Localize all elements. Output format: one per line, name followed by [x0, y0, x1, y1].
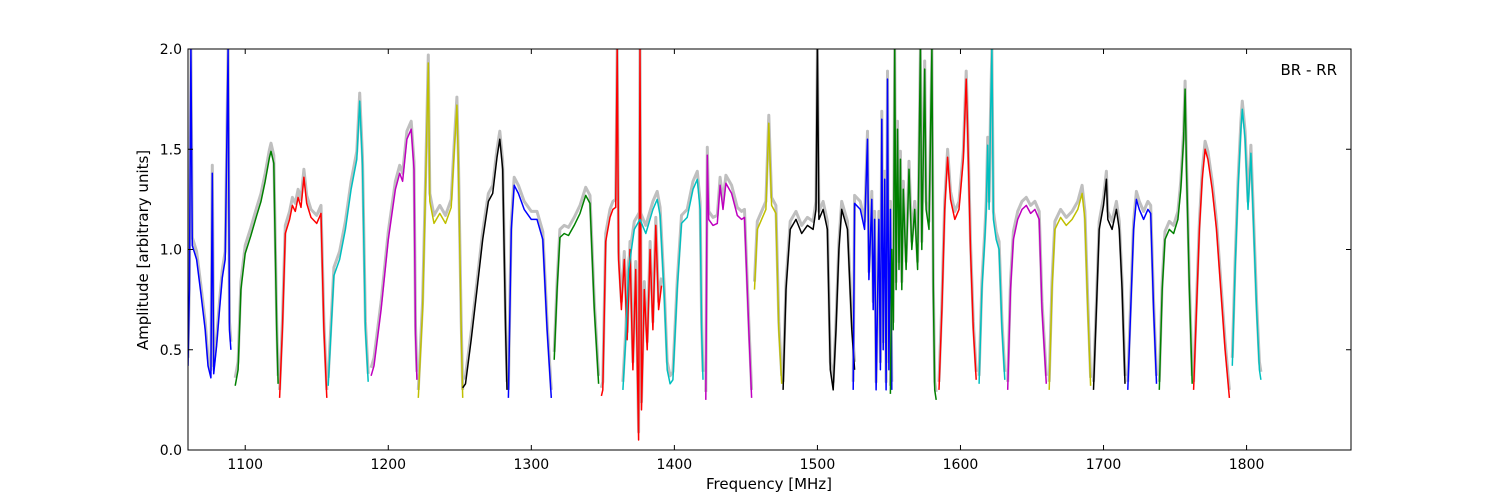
background-trace-3 — [326, 91, 370, 378]
chart-annotation: BR - RR — [1280, 61, 1337, 79]
x-tick-label: 1300 — [514, 457, 550, 473]
y-tick-label: 0.5 — [160, 343, 182, 359]
background-trace-18 — [1006, 195, 1048, 382]
series-line-23 — [1192, 148, 1231, 398]
series-line-2 — [278, 176, 328, 398]
series-line-22 — [1158, 88, 1193, 390]
series-line-24 — [1231, 108, 1262, 380]
series-line-3 — [327, 100, 369, 386]
series-layer — [188, 49, 1263, 441]
series-line-16 — [938, 78, 977, 390]
series-line-13 — [782, 49, 856, 391]
y-axis-label: Amplitude [arbitrary units] — [134, 150, 152, 350]
series-line-0 — [188, 49, 232, 379]
background-trace-0 — [188, 49, 233, 372]
x-tick-label: 1800 — [1229, 457, 1265, 473]
series-line-20 — [1092, 178, 1126, 390]
y-tick-label: 2.0 — [160, 42, 182, 58]
y-axis: 0.0 0.5 1.0 1.5 2.0 — [160, 42, 1351, 459]
series-line-1 — [234, 150, 279, 386]
series-line-10 — [622, 178, 704, 390]
x-tick-label: 1500 — [800, 457, 836, 473]
background-trace-8 — [552, 185, 601, 376]
series-line-14 — [852, 78, 893, 391]
y-tick-label: 1.0 — [160, 243, 182, 259]
series-line-12 — [753, 122, 783, 384]
series-line-8 — [553, 194, 600, 384]
axes-frame — [187, 48, 1352, 451]
series-line-15 — [889, 49, 937, 401]
series-line-11 — [705, 154, 753, 400]
background-trace-13 — [781, 49, 857, 384]
series-line-21 — [1127, 198, 1158, 390]
series-line-9 — [600, 49, 663, 441]
y-tick-label: 0.0 — [160, 443, 182, 459]
series-line-6 — [462, 138, 508, 390]
background-trace-1 — [233, 141, 280, 379]
background-trace-2 — [278, 167, 329, 390]
plot-area — [187, 48, 1352, 451]
x-axis-label: Frequency [MHz] — [706, 475, 832, 493]
series-line-5 — [417, 62, 464, 398]
x-tick-label: 1100 — [227, 457, 263, 473]
x-axis: 1100 1200 1300 1400 1500 1600 1700 1800 — [227, 49, 1264, 473]
background-trace-6 — [461, 129, 509, 382]
series-line-17 — [978, 49, 1006, 384]
background-trace-11 — [704, 145, 754, 392]
series-line-18 — [1006, 204, 1048, 390]
x-tick-label: 1400 — [657, 457, 693, 473]
x-tick-label: 1200 — [370, 457, 406, 473]
x-tick-label: 1600 — [943, 457, 979, 473]
background-trace-23 — [1192, 139, 1231, 391]
series-line-4 — [370, 128, 418, 380]
series-line-19 — [1048, 192, 1092, 390]
y-tick-label: 1.5 — [160, 142, 182, 158]
series-line-7 — [507, 184, 553, 398]
x-tick-label: 1700 — [1086, 457, 1122, 473]
